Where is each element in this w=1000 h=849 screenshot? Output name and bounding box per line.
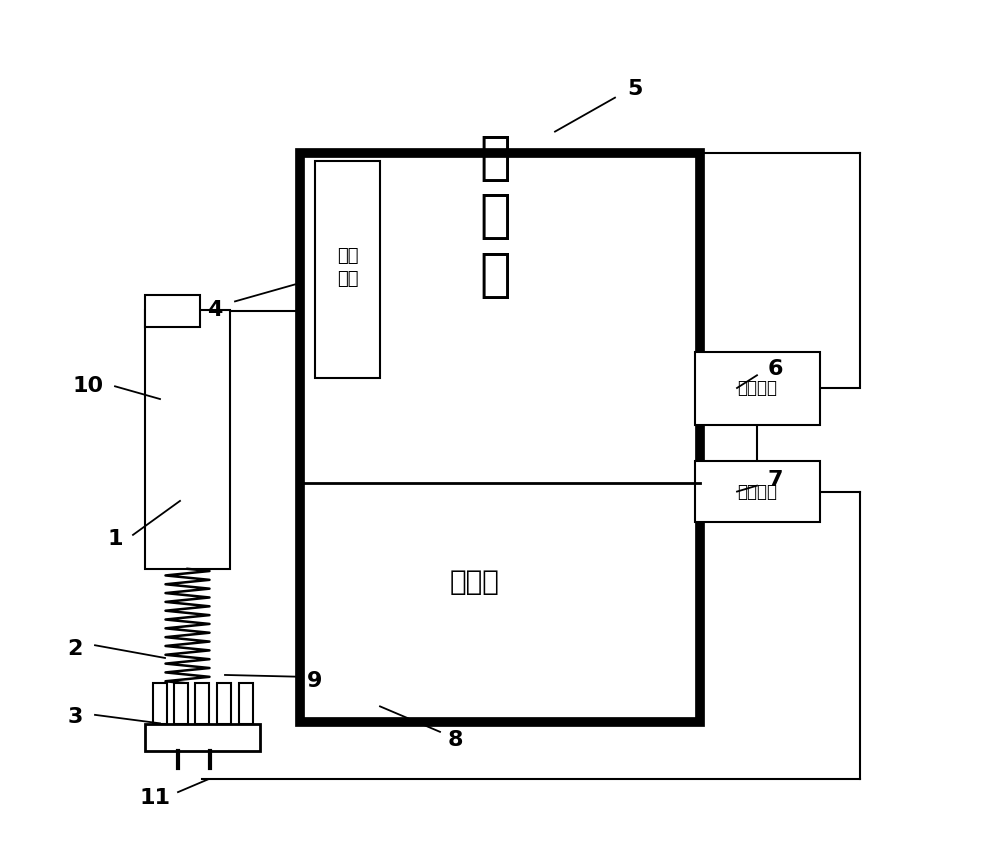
Bar (174, 683, 188, 724)
Text: 5: 5 (627, 79, 643, 99)
Bar (145, 310, 230, 569)
Bar (300, 153, 700, 722)
Text: 10: 10 (72, 376, 104, 396)
Text: 6: 6 (767, 359, 783, 380)
Bar (145, 724, 260, 751)
Text: 1: 1 (107, 529, 123, 549)
Bar (695, 461, 820, 522)
Text: 9: 9 (307, 671, 323, 691)
Text: 7: 7 (767, 469, 783, 490)
Bar (145, 295, 200, 327)
Bar (239, 683, 252, 724)
Text: 识别
装置: 识别 装置 (337, 247, 358, 288)
Bar (152, 683, 166, 724)
Text: 锁
结
构: 锁 结 构 (479, 132, 511, 301)
Text: 3: 3 (67, 707, 83, 728)
Bar (195, 683, 209, 724)
Bar (315, 161, 380, 378)
Text: 11: 11 (140, 788, 170, 808)
Bar (217, 683, 231, 724)
Text: 8: 8 (447, 730, 463, 751)
Text: 微处理器: 微处理器 (738, 380, 778, 397)
Text: 锁芯部: 锁芯部 (450, 568, 500, 595)
Text: 驱动电机: 驱动电机 (738, 482, 778, 501)
Text: 2: 2 (67, 639, 83, 660)
Bar (695, 352, 820, 424)
Text: 4: 4 (207, 300, 223, 320)
